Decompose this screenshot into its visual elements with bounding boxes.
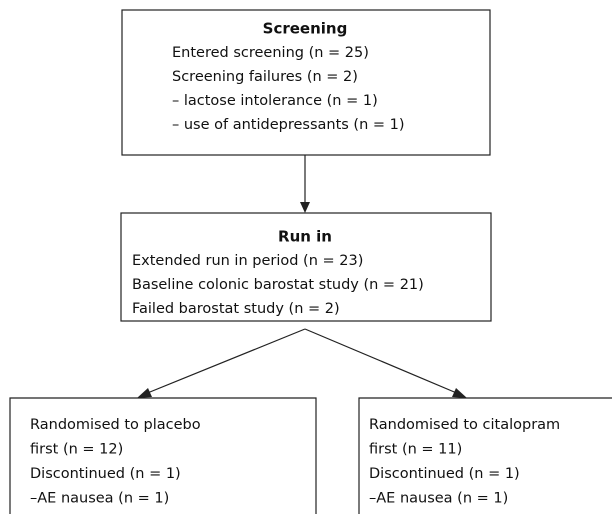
citalopram-box — [358, 397, 612, 514]
node-line: Entered screening (n = 25) — [172, 45, 369, 61]
arrowhead — [137, 388, 152, 398]
run-in-box — [120, 212, 492, 322]
arrow — [144, 328, 306, 395]
node-line: Discontinued (n = 1) — [30, 466, 181, 482]
arrowhead — [452, 388, 467, 398]
node-line: Discontinued (n = 1) — [369, 466, 520, 482]
node-texts: Screening Entered screening (n = 25) Scree… — [30, 20, 560, 507]
node-line: –AE nausea (n = 1) — [369, 491, 508, 507]
node-line: Screening failures (n = 2) — [172, 69, 358, 85]
node-line: –AE nausea (n = 1) — [30, 491, 169, 507]
node-line: Extended run in period (n = 23) — [132, 253, 363, 269]
node-line: – lactose intolerance (n = 1) — [172, 93, 378, 109]
node-line: first (n = 11) — [369, 442, 462, 458]
placebo-box — [9, 397, 317, 514]
node-line: first (n = 12) — [30, 442, 123, 458]
node-title: Run in — [278, 228, 332, 246]
node-line: Randomised to citalopram — [369, 417, 560, 433]
node-line: Baseline colonic barostat study (n = 21) — [132, 277, 424, 293]
node-title: Screening — [263, 20, 348, 38]
node-line: Failed barostat study (n = 2) — [132, 301, 340, 317]
screening-box — [121, 9, 491, 156]
node-line: – use of antidepressants (n = 1) — [172, 117, 405, 133]
arrowhead — [300, 202, 310, 213]
arrow — [304, 328, 460, 395]
node-line: Randomised to placebo — [30, 417, 201, 433]
